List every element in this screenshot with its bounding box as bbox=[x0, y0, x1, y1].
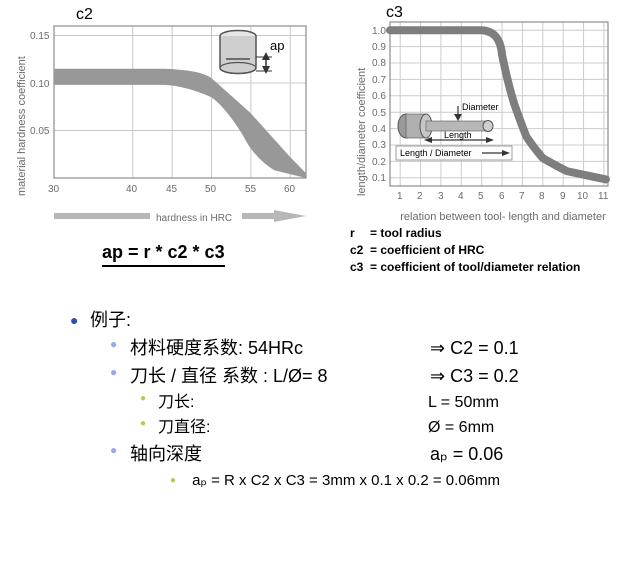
svg-text:0.3: 0.3 bbox=[372, 140, 386, 151]
chart-c2-svg: 0.05 0.10 0.15 30 40 45 50 55 60 bbox=[6, 8, 312, 204]
legend-r: tool radius bbox=[380, 226, 441, 240]
svg-text:40: 40 bbox=[126, 184, 138, 195]
len-label: Length bbox=[444, 130, 472, 140]
svg-text:60: 60 bbox=[284, 184, 296, 195]
chart-c2-arrow: hardness in HRC bbox=[6, 209, 312, 227]
example-line-ld: 刀长 / 直径 系数 : L/Ø= 8 ⇒ C3 = 0.2 bbox=[110, 363, 640, 391]
ex-l6: aₚ = R x C2 x C3 = 3mm x 0.1 x 0.2 = 0.0… bbox=[192, 472, 500, 489]
svg-text:0.1: 0.1 bbox=[372, 173, 386, 184]
chart-c3: c3 length/diameter coefficient bbox=[350, 8, 626, 275]
svg-text:0.7: 0.7 bbox=[372, 75, 386, 86]
ex-l2-rhs: ⇒ C3 = 0.2 bbox=[430, 363, 519, 391]
ex-l3-label: 刀长: bbox=[158, 391, 428, 416]
chart-c2-ylabel: material hardness coefficient bbox=[16, 56, 28, 196]
svg-text:0.5: 0.5 bbox=[372, 108, 386, 119]
example-line-calc: aₚ = R x C2 x C3 = 3mm x 0.1 x 0.2 = 0.0… bbox=[170, 469, 640, 492]
chart-c2-xlabel: hardness in HRC bbox=[156, 213, 232, 224]
ex-l5-rhs: aₚ = 0.06 bbox=[430, 441, 503, 469]
charts-row: c2 material hardness coefficient bbox=[0, 0, 640, 275]
svg-text:2: 2 bbox=[417, 191, 423, 202]
ex-l5-label: 轴向深度 bbox=[130, 441, 430, 469]
svg-text:0.2: 0.2 bbox=[372, 157, 386, 168]
chart-c3-xlabel: relation between tool- length and diamet… bbox=[380, 211, 626, 223]
example-line-L: 刀长: L = 50mm bbox=[140, 391, 640, 416]
chart-c3-svg: 0.1 0.2 0.3 0.4 0.5 0.6 0.7 0.8 0.9 1.0 … bbox=[350, 8, 614, 204]
svg-text:0.10: 0.10 bbox=[30, 79, 50, 90]
tool-diagram-icon: Diameter Length Length / Diameter bbox=[396, 102, 512, 160]
formula: ap = r * c2 * c3 bbox=[102, 242, 225, 267]
svg-text:1: 1 bbox=[397, 191, 403, 202]
ex-l2-label: 刀长 / 直径 系数 : L/Ø= 8 bbox=[130, 363, 430, 391]
ex-l1-rhs: ⇒ C2 = 0.1 bbox=[430, 335, 519, 363]
legend-c3: coefficient of tool/diameter relation bbox=[380, 260, 580, 274]
example-title-text: 例子: bbox=[90, 310, 131, 330]
svg-text:1.0: 1.0 bbox=[372, 26, 386, 37]
svg-text:7: 7 bbox=[519, 191, 525, 202]
svg-text:9: 9 bbox=[560, 191, 566, 202]
svg-text:5: 5 bbox=[478, 191, 484, 202]
svg-text:11: 11 bbox=[598, 191, 609, 202]
svg-text:0.05: 0.05 bbox=[30, 126, 50, 137]
example-line-D: 刀直径: Ø = 6mm bbox=[140, 416, 640, 441]
ap-label: ap bbox=[270, 38, 284, 53]
svg-text:45: 45 bbox=[166, 184, 178, 195]
ex-l4-rhs: Ø = 6mm bbox=[428, 416, 494, 441]
svg-text:4: 4 bbox=[458, 191, 464, 202]
ap-inset-icon: ap bbox=[220, 31, 284, 75]
example-line-hardness: 材料硬度系数: 54HRc ⇒ C2 = 0.1 bbox=[110, 335, 640, 363]
ex-l4-label: 刀直径: bbox=[158, 416, 428, 441]
chart-c3-ylabel: length/diameter coefficient bbox=[356, 68, 368, 196]
ex-l3-rhs: L = 50mm bbox=[428, 391, 499, 416]
ex-l1-label: 材料硬度系数: 54HRc bbox=[130, 335, 430, 363]
svg-text:8: 8 bbox=[539, 191, 545, 202]
legend-c2: coefficient of HRC bbox=[380, 243, 484, 257]
svg-text:0.9: 0.9 bbox=[372, 42, 386, 53]
svg-text:55: 55 bbox=[245, 184, 257, 195]
ratio-label: Length / Diameter bbox=[400, 148, 472, 158]
svg-text:6: 6 bbox=[499, 191, 505, 202]
example-line-ap: 轴向深度 aₚ = 0.06 bbox=[110, 441, 640, 469]
chart-c2: c2 material hardness coefficient bbox=[6, 8, 332, 267]
example-title: 例子: bbox=[70, 307, 640, 335]
diam-label: Diameter bbox=[462, 102, 499, 112]
svg-text:0.8: 0.8 bbox=[372, 58, 386, 69]
chart-c3-title: c3 bbox=[386, 4, 403, 22]
svg-text:10: 10 bbox=[577, 191, 589, 202]
svg-text:50: 50 bbox=[205, 184, 217, 195]
svg-text:0.6: 0.6 bbox=[372, 91, 386, 102]
svg-text:0.4: 0.4 bbox=[372, 124, 386, 135]
svg-text:0.15: 0.15 bbox=[30, 31, 50, 42]
svg-text:3: 3 bbox=[438, 191, 444, 202]
svg-text:30: 30 bbox=[48, 184, 60, 195]
legend: r= tool radius c2= coefficient of HRC c3… bbox=[350, 225, 626, 275]
chart-c2-title: c2 bbox=[76, 6, 93, 24]
example-block: 例子: 材料硬度系数: 54HRc ⇒ C2 = 0.1 刀长 / 直径 系数 … bbox=[0, 307, 640, 491]
